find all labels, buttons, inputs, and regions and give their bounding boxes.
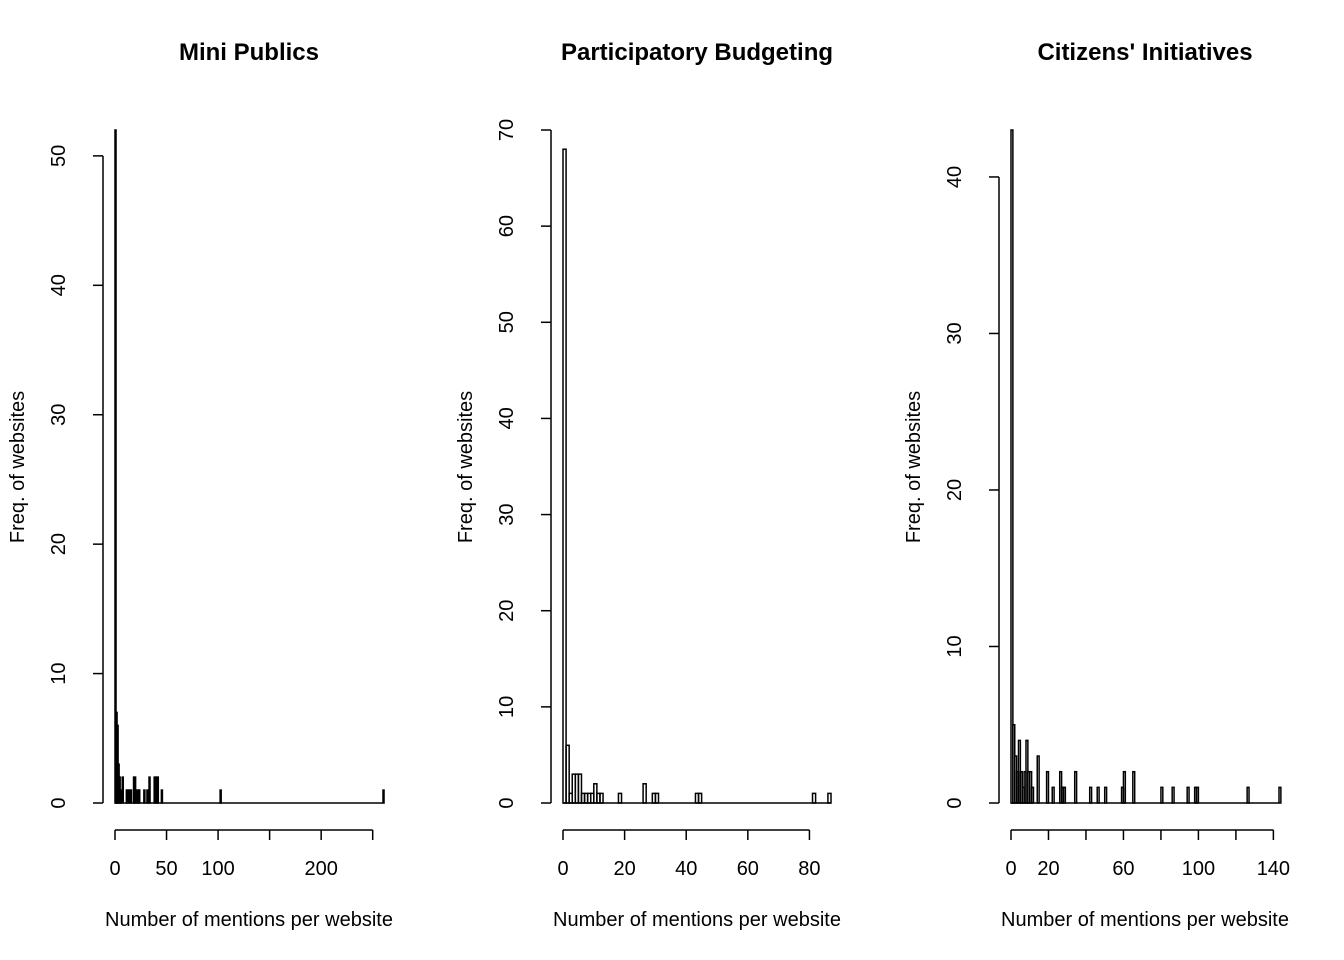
chart-panel-2: Participatory Budgeting 0 10 20 30 40 50 60 70 0 2… bbox=[455, 39, 841, 931]
y-tick-label: 70 bbox=[496, 119, 518, 141]
x-axis-label: Number of mentions per website bbox=[553, 909, 841, 931]
histogram-bar bbox=[1096, 786, 1100, 804]
histogram-bar bbox=[617, 792, 623, 804]
y-tick-label: 20 bbox=[48, 533, 70, 555]
y-tick-label: 40 bbox=[48, 274, 70, 296]
histogram-bar bbox=[1045, 770, 1050, 804]
x-tick-label: 0 bbox=[557, 858, 568, 880]
x-tick-label: 200 bbox=[304, 858, 337, 880]
x-axis-label: Number of mentions per website bbox=[105, 909, 393, 931]
histogram-bar bbox=[119, 789, 122, 804]
histogram-bar bbox=[1171, 786, 1175, 804]
histogram-bar bbox=[577, 773, 583, 804]
x-tick-label: 60 bbox=[1112, 858, 1134, 880]
y-tick-label: 60 bbox=[496, 215, 518, 237]
histogram-bar bbox=[1010, 129, 1014, 804]
y-tick-label: 50 bbox=[496, 311, 518, 333]
y-axis-label: Freq. of websites bbox=[903, 391, 925, 543]
chart-title: Citizens' Initiatives bbox=[1037, 39, 1252, 66]
histogram-bar bbox=[654, 792, 660, 804]
chart-panel-1: Mini Publics 0 10 20 30 40 50 0 50 100 200 Number o… bbox=[7, 39, 393, 931]
histogram-bar bbox=[562, 148, 567, 804]
y-axis-label: Freq. of websites bbox=[7, 391, 29, 543]
histogram-bar bbox=[1246, 786, 1250, 804]
y-tick-label: 30 bbox=[496, 503, 518, 525]
y-tick-label: 50 bbox=[48, 145, 70, 167]
y-tick-label: 20 bbox=[496, 600, 518, 622]
x-tick-label: 0 bbox=[109, 858, 120, 880]
y-tick-label: 20 bbox=[944, 479, 966, 501]
histogram-bar bbox=[156, 776, 160, 804]
chart-title: Participatory Budgeting bbox=[561, 39, 833, 66]
histogram-bar bbox=[1062, 786, 1067, 804]
histogram-bar bbox=[129, 789, 133, 804]
y-tick-label: 0 bbox=[944, 797, 966, 808]
y-tick-label: 40 bbox=[496, 407, 518, 429]
histogram-bar bbox=[697, 792, 703, 804]
histogram-bar bbox=[153, 776, 156, 804]
histogram-bar bbox=[114, 129, 117, 804]
histogram-bar bbox=[148, 776, 151, 804]
histogram-bar bbox=[1160, 786, 1164, 804]
histogram-bar bbox=[127, 789, 131, 804]
y-tick-label: 10 bbox=[48, 662, 70, 684]
histogram-bar bbox=[811, 792, 817, 804]
chart-panel-3: Citizens' Initiatives 0 10 20 30 40 0 20 60 100 14… bbox=[903, 39, 1290, 931]
histogram-bar bbox=[827, 792, 832, 804]
histogram-bar bbox=[565, 744, 570, 804]
y-tick-label: 10 bbox=[496, 696, 518, 718]
histogram-bar bbox=[599, 792, 604, 804]
x-tick-label: 60 bbox=[737, 858, 759, 880]
y-tick-label: 30 bbox=[944, 322, 966, 344]
x-tick-label: 100 bbox=[1182, 858, 1215, 880]
histogram-bar bbox=[1103, 786, 1108, 804]
x-axis-label: Number of mentions per website bbox=[1001, 909, 1289, 931]
histogram-bar bbox=[146, 789, 149, 804]
x-tick-label: 20 bbox=[1037, 858, 1059, 880]
histogram-bar bbox=[1132, 770, 1136, 804]
histogram-bar bbox=[143, 789, 146, 804]
x-tick-label: 140 bbox=[1257, 858, 1290, 880]
y-tick-label: 0 bbox=[496, 797, 518, 808]
histogram-bar bbox=[1036, 755, 1040, 804]
histogram-bar bbox=[642, 783, 647, 804]
x-tick-label: 40 bbox=[675, 858, 697, 880]
histogram-bar bbox=[160, 789, 164, 804]
chart-title: Mini Publics bbox=[179, 39, 319, 66]
histogram-bar bbox=[1073, 770, 1078, 804]
x-tick-label: 100 bbox=[201, 858, 234, 880]
x-tick-label: 20 bbox=[613, 858, 635, 880]
y-tick-label: 30 bbox=[48, 404, 70, 426]
x-tick-label: 0 bbox=[1005, 858, 1016, 880]
y-tick-label: 40 bbox=[944, 166, 966, 188]
x-tick-label: 50 bbox=[155, 858, 177, 880]
y-tick-label: 0 bbox=[48, 797, 70, 808]
histogram-bar bbox=[219, 789, 222, 804]
y-axis-label: Freq. of websites bbox=[455, 391, 477, 543]
histogram-bar bbox=[1030, 786, 1035, 804]
y-tick-label: 10 bbox=[944, 635, 966, 657]
histogram-bar bbox=[382, 789, 385, 804]
histogram-bar bbox=[1088, 786, 1093, 804]
histogram-bar bbox=[1278, 786, 1282, 804]
histogram-bar bbox=[1122, 770, 1127, 804]
x-tick-label: 80 bbox=[798, 858, 820, 880]
histogram-bar bbox=[137, 789, 141, 804]
histogram-bar bbox=[125, 789, 129, 804]
histogram-bar bbox=[1051, 786, 1055, 804]
histogram-bar bbox=[121, 776, 124, 804]
histogram-bar bbox=[1186, 786, 1190, 804]
histogram-bar bbox=[1195, 786, 1200, 804]
histogram-bar bbox=[134, 789, 138, 804]
